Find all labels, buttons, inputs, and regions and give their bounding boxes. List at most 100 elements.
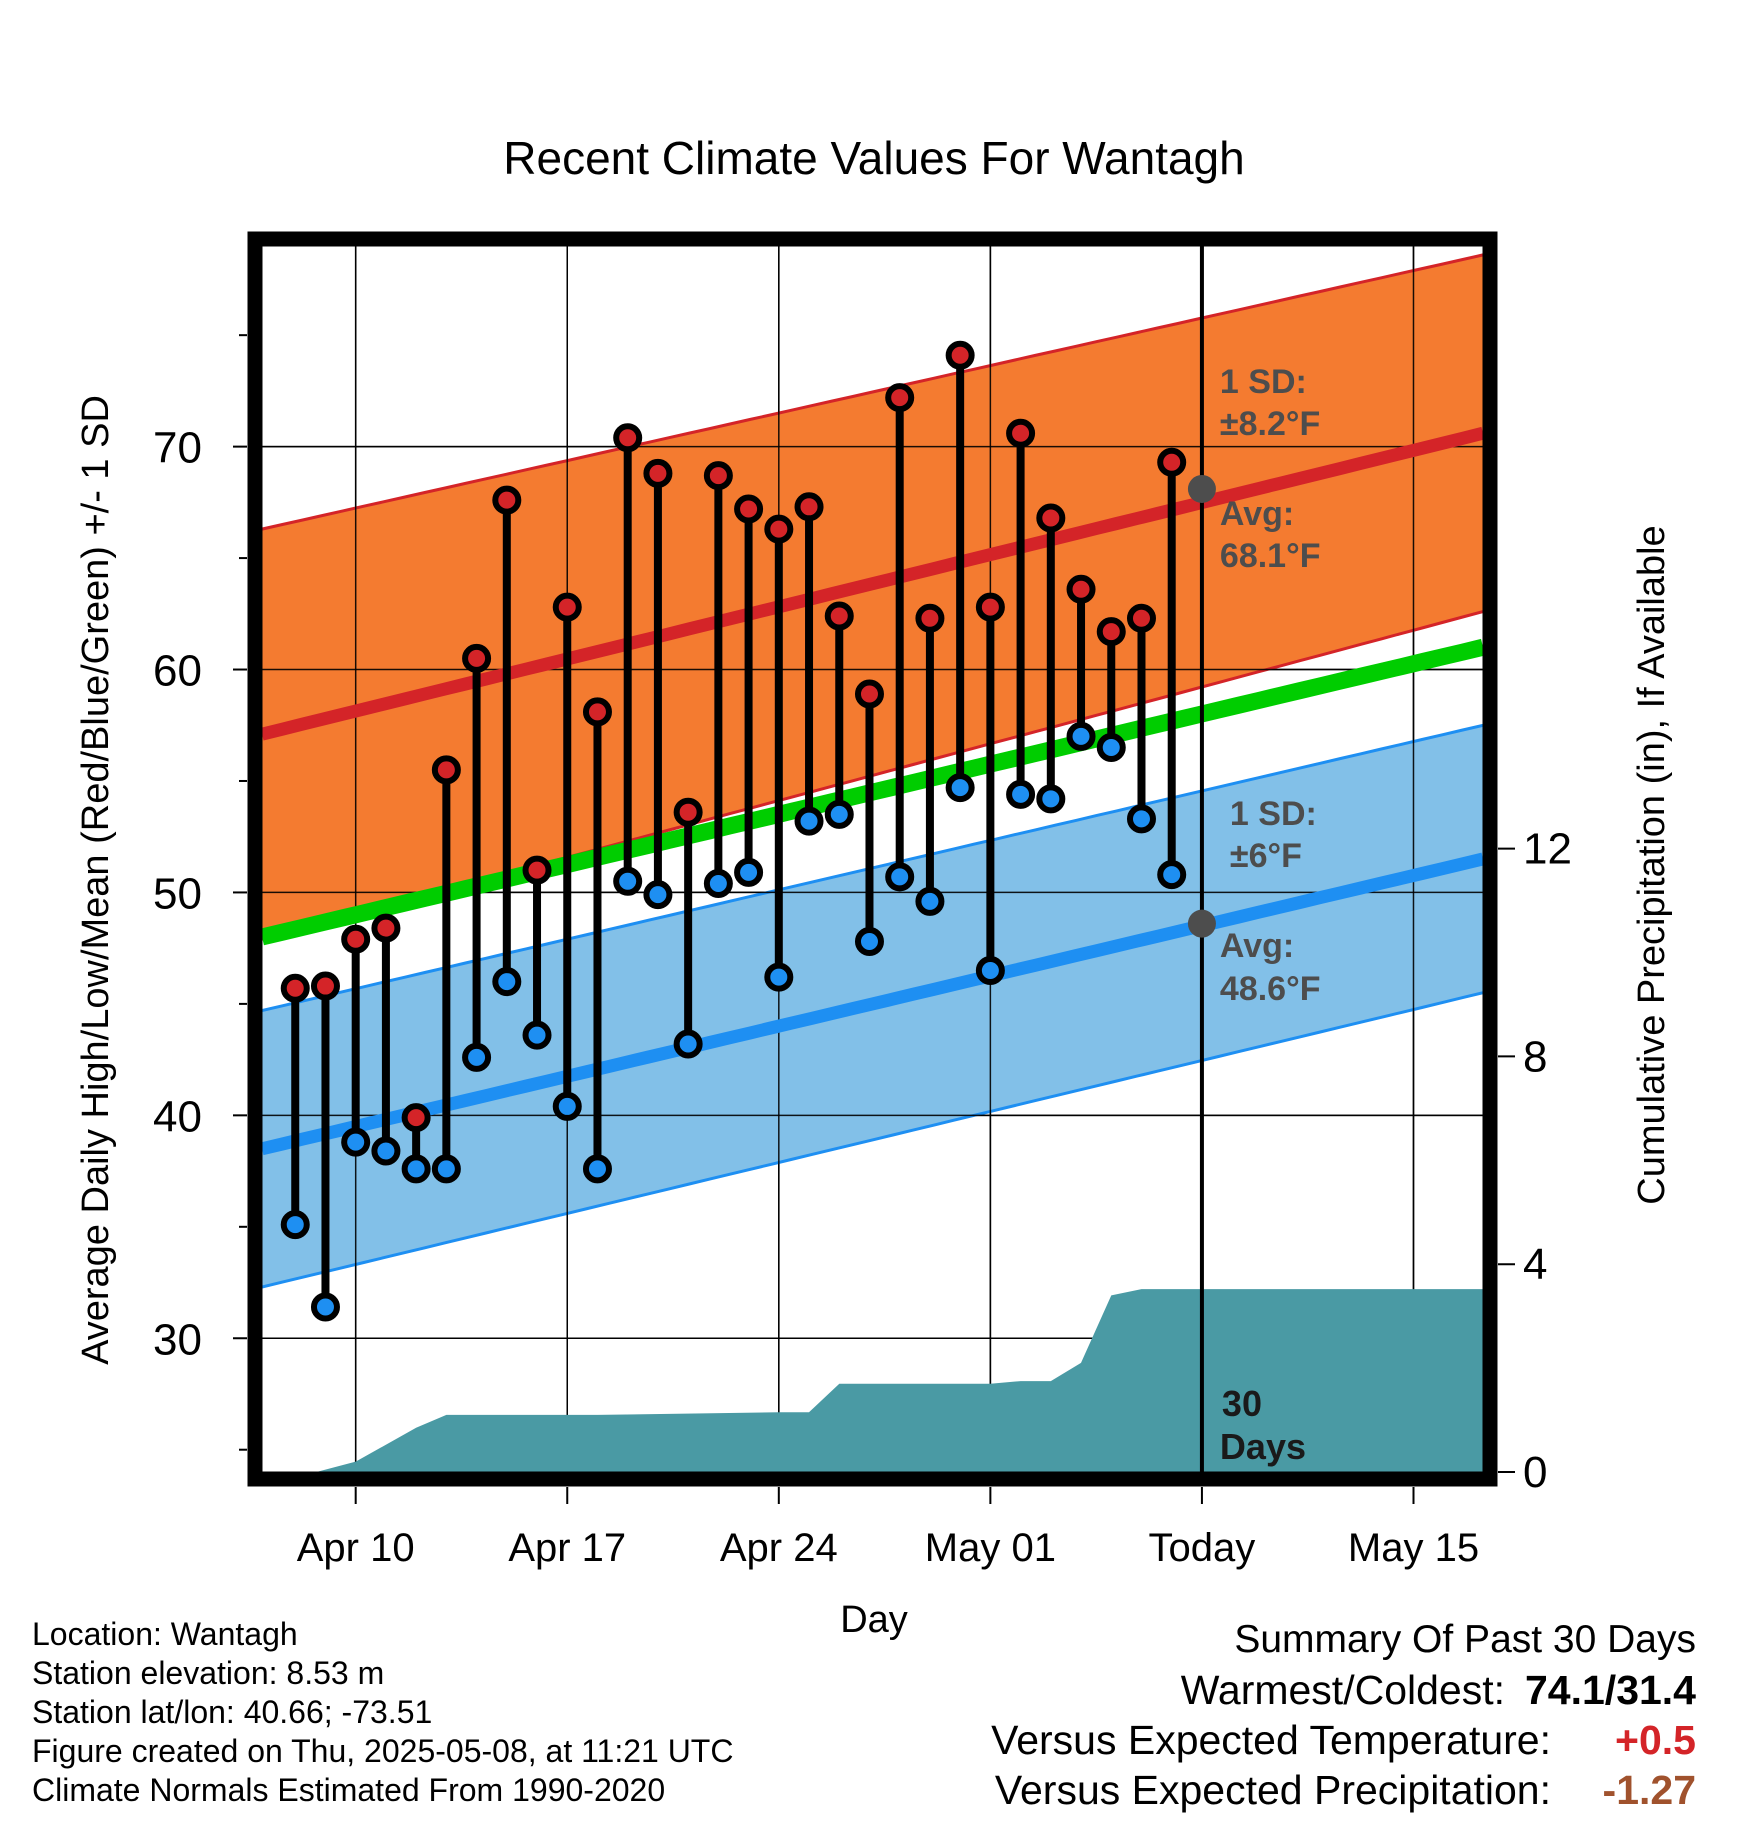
elevation-text: Station elevation: 8.53 m: [32, 1655, 385, 1691]
days-label-number: 30: [1222, 1383, 1262, 1424]
daily-low-marker: [854, 926, 884, 956]
daily-low-marker: [582, 1154, 612, 1184]
daily-low-marker: [673, 1029, 703, 1059]
daily-low-marker: [1066, 721, 1096, 751]
daily-low-marker: [975, 955, 1005, 985]
latlon-text: Station lat/lon: 40.66; -73.51: [32, 1694, 433, 1730]
daily-high-marker: [1157, 447, 1187, 477]
daily-high-marker: [854, 679, 884, 709]
low-sd-value: ±6°F: [1230, 837, 1302, 875]
daily-low-marker: [643, 880, 673, 910]
daily-low-marker: [552, 1091, 582, 1121]
x-tick-label: Apr 24: [720, 1526, 838, 1570]
daily-low-marker: [824, 799, 854, 829]
daily-low-marker: [613, 866, 643, 896]
precip-anomaly-label: Versus Expected Precipitation:: [994, 1767, 1551, 1813]
daily-low-marker: [310, 1292, 340, 1322]
x-tick-label: May 15: [1348, 1526, 1479, 1570]
high-band-upper-edge: [262, 253, 1483, 531]
y-tick-label: 30: [153, 1315, 202, 1364]
daily-high-marker: [673, 797, 703, 827]
daily-high-marker: [401, 1103, 431, 1133]
y2-tick-label: 0: [1523, 1448, 1547, 1497]
daily-high-marker: [915, 603, 945, 633]
low-avg-line: [262, 852, 1483, 1156]
daily-low-marker: [341, 1127, 371, 1157]
daily-high-marker: [794, 492, 824, 522]
daily-low-marker: [1096, 733, 1126, 763]
created-text: Figure created on Thu, 2025-05-08, at 11…: [32, 1733, 734, 1769]
daily-low-marker: [1006, 779, 1036, 809]
daily-high-marker: [764, 514, 794, 544]
chart-title: Recent Climate Values For Wantagh: [503, 132, 1244, 184]
y-tick-label: 70: [153, 424, 202, 473]
days-label-word: Days: [1220, 1426, 1306, 1467]
daily-high-marker: [431, 755, 461, 785]
daily-high-marker: [613, 423, 643, 453]
daily-low-marker: [794, 806, 824, 836]
temp-anomaly-row: Versus Expected Temperature: +0.5: [991, 1715, 1696, 1765]
low-band-lower-edge: [262, 991, 1483, 1289]
daily-low-marker: [401, 1154, 431, 1184]
daily-high-marker: [703, 461, 733, 491]
y2-tick-label: 12: [1523, 825, 1572, 874]
high-avg-value: 68.1°F: [1220, 537, 1321, 575]
y2-tick-label: 4: [1523, 1240, 1547, 1289]
low-sd-label: 1 SD:: [1230, 795, 1317, 833]
precip-anomaly-value: -1.27: [1602, 1767, 1696, 1813]
high-sd-value: ±8.2°F: [1220, 405, 1320, 443]
daily-high-marker: [371, 913, 401, 943]
daily-low-marker: [764, 962, 794, 992]
temp-anomaly-value: +0.5: [1615, 1717, 1696, 1763]
x-axis-label: Day: [840, 1599, 908, 1641]
station-info: Location: Wantagh Station elevation: 8.5…: [32, 1615, 733, 1810]
daily-high-marker: [975, 592, 1005, 622]
daily-high-marker: [824, 601, 854, 631]
daily-low-marker: [522, 1020, 552, 1050]
daily-high-marker: [1036, 503, 1066, 533]
daily-low-marker: [280, 1210, 310, 1240]
x-tick-label: Apr 17: [508, 1526, 626, 1570]
x-tick-label: Apr 10: [297, 1526, 415, 1570]
plot-area: 1 SD: ±8.2°F Avg: 68.1°F 1 SD: ±6°F Avg: 48.6°F…: [153, 231, 1572, 1570]
low-avg-label: Avg:: [1220, 927, 1294, 965]
daily-high-marker: [341, 924, 371, 954]
summary-title: Summary Of Past 30 Days: [1234, 1618, 1696, 1661]
low-avg-today-dot: [1187, 909, 1216, 938]
y-tick-label: 60: [153, 647, 202, 696]
daily-high-marker: [462, 643, 492, 673]
daily-low-marker: [885, 862, 915, 892]
normals-text: Climate Normals Estimated From 1990-2020: [32, 1772, 666, 1808]
temp-anomaly-label: Versus Expected Temperature:: [991, 1717, 1551, 1763]
daily-high-marker: [885, 383, 915, 413]
summary-panel: Summary Of Past 30 Days Warmest/Coldest:…: [991, 1615, 1696, 1815]
daily-low-marker: [492, 967, 522, 997]
daily-high-marker: [1096, 617, 1126, 647]
daily-high-marker: [522, 855, 552, 885]
daily-high-marker: [582, 697, 612, 727]
daily-high-marker: [1126, 603, 1156, 633]
daily-low-marker: [915, 886, 945, 916]
daily-low-marker: [1157, 860, 1187, 890]
daily-high-marker: [492, 485, 522, 515]
daily-low-marker: [734, 857, 764, 887]
daily-high-marker: [1066, 574, 1096, 604]
high-sd-label: 1 SD:: [1220, 363, 1307, 401]
high-avg-line: [262, 426, 1483, 741]
cumulative-precip-area: [316, 1289, 1483, 1472]
y2-tick-label: 8: [1523, 1032, 1547, 1081]
precip-anomaly-row: Versus Expected Precipitation: -1.27: [991, 1765, 1696, 1815]
daily-high-marker: [280, 973, 310, 1003]
x-tick-label: May 01: [925, 1526, 1056, 1570]
daily-low-marker: [945, 773, 975, 803]
plot-frame: [247, 231, 1498, 1487]
daily-high-marker: [552, 592, 582, 622]
y-axis-label: Average Daily High/Low/Mean (Red/Blue/Gr…: [75, 395, 117, 1365]
daily-high-marker: [643, 458, 673, 488]
high-avg-today-dot: [1187, 474, 1216, 503]
warmest-coldest-label: Warmest/Coldest:: [1180, 1667, 1505, 1713]
x-tick-label: Today: [1149, 1526, 1256, 1570]
daily-high-marker: [945, 340, 975, 370]
daily-low-marker: [462, 1042, 492, 1072]
